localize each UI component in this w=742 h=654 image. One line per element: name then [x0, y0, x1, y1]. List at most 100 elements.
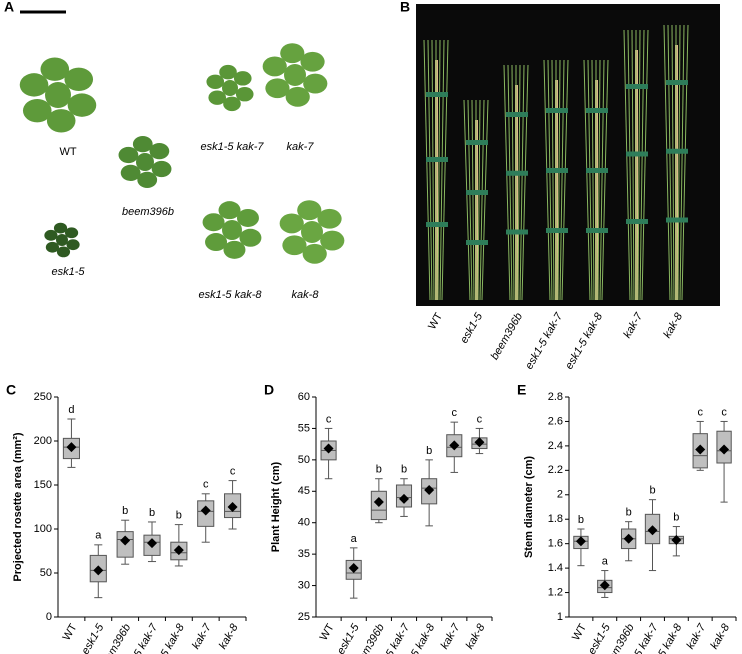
leaf [22, 98, 52, 123]
tape [626, 151, 648, 157]
significance-letter: a [602, 555, 609, 567]
stem [637, 29, 641, 301]
y-tick-label: 1.2 [548, 586, 563, 598]
stem [641, 29, 649, 301]
y-tick-label: 1 [557, 611, 563, 623]
y-tick-label: 25 [298, 611, 310, 623]
stem [671, 24, 675, 301]
stem [507, 64, 513, 301]
leaf [149, 143, 170, 160]
photo-label: WT [426, 311, 445, 332]
leaf [320, 230, 345, 251]
stem [561, 59, 569, 301]
tape [426, 157, 448, 162]
tape [466, 240, 488, 245]
leaf [235, 87, 254, 102]
tape [546, 168, 568, 173]
photo-background [416, 4, 720, 306]
mean-marker [424, 485, 435, 496]
y-tick-label: 40 [298, 517, 310, 529]
x-tick-label: kak-7 [190, 621, 214, 651]
x-tick-label: esk1-5 [335, 621, 362, 654]
tape [466, 190, 488, 195]
leaf [265, 78, 290, 99]
stem [543, 59, 551, 301]
significance-letter: b [401, 464, 407, 476]
significance-letter: b [376, 464, 382, 476]
rosette-center [222, 220, 242, 240]
x-tick-label: WT [570, 622, 589, 643]
stem [521, 64, 529, 301]
significance-letter: b [673, 511, 679, 523]
leaf [40, 57, 70, 81]
leaf [19, 73, 49, 97]
stem [597, 59, 601, 301]
stem [441, 39, 449, 301]
significance-letter: a [351, 533, 358, 545]
y-axis-label: Projected rosette area (mm²) [12, 432, 24, 581]
mean-marker [373, 496, 384, 507]
leaf [205, 233, 228, 252]
stem [427, 39, 433, 301]
mean-marker [147, 538, 157, 549]
stem [681, 24, 689, 301]
significance-letter: b [149, 507, 155, 519]
mean-marker [647, 525, 658, 536]
significance-letter: b [649, 485, 655, 497]
stem [471, 99, 475, 301]
tape [626, 219, 648, 224]
mean-marker [120, 535, 131, 546]
mean-marker [323, 443, 334, 454]
mean-marker [719, 444, 730, 455]
leaf [64, 227, 79, 239]
leaf [132, 136, 153, 153]
significance-letter: c [230, 466, 236, 478]
leaf [300, 51, 325, 72]
stem [557, 59, 561, 301]
significance-letter: b [176, 510, 182, 522]
mean-marker [173, 545, 184, 556]
leaf [223, 240, 246, 259]
x-tick-label: kak-8 [217, 621, 241, 651]
rosette-center [45, 82, 71, 108]
leaf [137, 171, 158, 188]
panel-letter: C [6, 382, 16, 398]
x-tick-label: kak-7 [439, 621, 463, 651]
mean-marker [474, 437, 485, 448]
mean-marker [449, 440, 460, 451]
leaf [45, 241, 60, 253]
stem [437, 39, 441, 301]
leaf [208, 90, 227, 105]
photo-label: esk1-5 kak-8 [199, 289, 263, 301]
stem [663, 24, 671, 301]
significance-letter: c [326, 413, 332, 425]
leaf [206, 74, 225, 89]
y-tick-label: 60 [298, 391, 310, 403]
leaf [56, 246, 71, 258]
tape [586, 228, 608, 233]
stem [467, 99, 473, 301]
mean-marker [399, 493, 409, 504]
stem [639, 29, 645, 301]
leaf [239, 228, 262, 247]
photo-label: beem396b [122, 206, 174, 218]
leaf [317, 208, 342, 229]
leaf [262, 56, 287, 77]
photo-label: esk1-5 kak-7 [201, 141, 265, 153]
mean-marker [93, 565, 104, 576]
photo-label: kak-7 [621, 310, 645, 340]
panel-letter: E [517, 382, 526, 398]
significance-letter: c [721, 406, 727, 418]
mean-marker [695, 444, 706, 455]
significance-letter: b [122, 505, 128, 517]
stem [599, 59, 605, 301]
y-tick-label: 55 [298, 422, 310, 434]
y-tick-label: 0 [46, 611, 52, 623]
y-tick-label: 50 [298, 454, 310, 466]
photo-label: WT [59, 146, 76, 158]
stem [517, 64, 521, 301]
significance-letter: b [578, 514, 584, 526]
stem [519, 64, 525, 301]
y-tick-label: 2.6 [548, 415, 563, 427]
x-tick-label: kak-7 [684, 621, 708, 651]
